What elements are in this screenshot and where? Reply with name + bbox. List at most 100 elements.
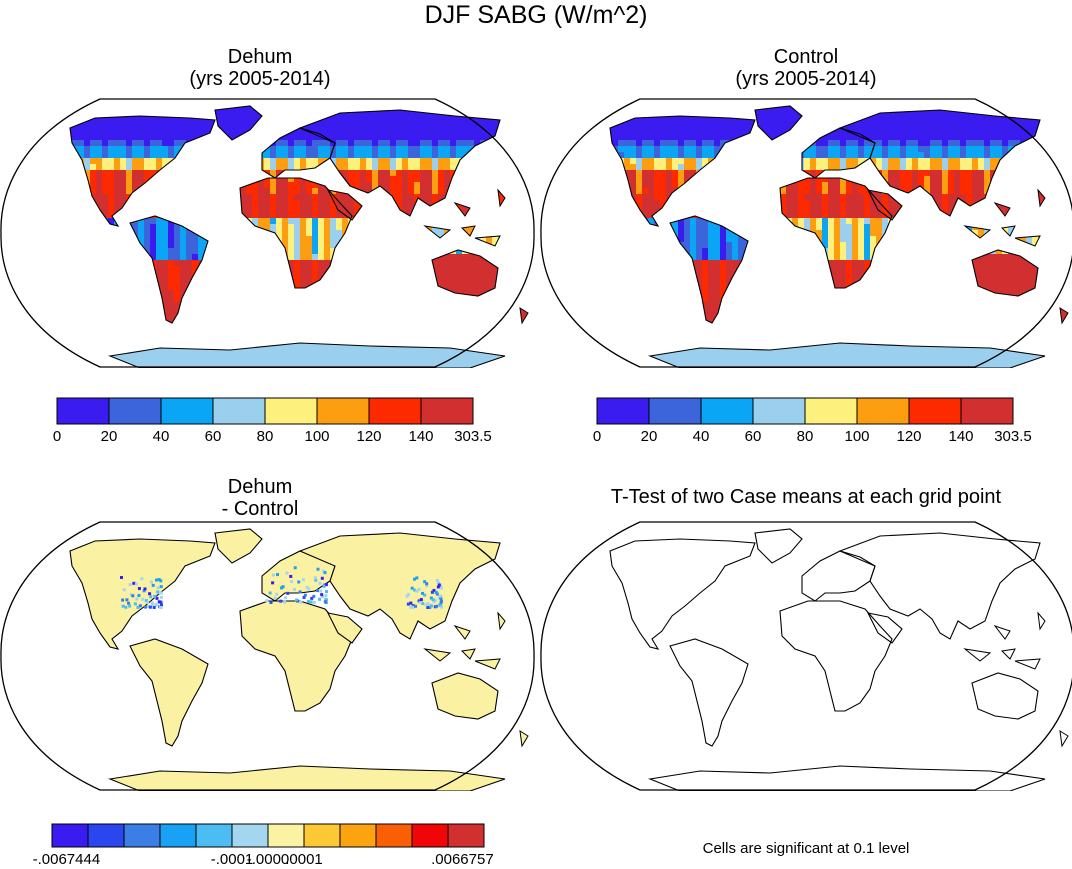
colorbar-swatch [375, 823, 413, 848]
colorbar-swatch [267, 823, 305, 848]
ttest-footnote: Cells are significant at 0.1 level [702, 840, 910, 857]
coastline-australia [971, 249, 1039, 297]
colorbar-tick-label: 120 [356, 428, 381, 445]
coastline-europe [261, 127, 336, 179]
control-map [540, 98, 1072, 368]
coastline-north-america [609, 538, 756, 650]
colorbar-tick-label: 80 [797, 428, 814, 445]
coastline-europe [801, 550, 876, 602]
colorbar-swatch [856, 397, 910, 425]
colorbar-tick-label: 20 [641, 428, 658, 445]
coastline-north-america [69, 115, 216, 227]
coastline-africa [239, 600, 353, 712]
coastline-asia [838, 532, 1041, 640]
colorbar-tick-label: .0066757 [431, 851, 494, 868]
ttest-map [540, 521, 1072, 791]
coastline-antarctica [107, 765, 506, 791]
island-outline [1059, 307, 1069, 325]
colorbar-tick-label: -.0001 [211, 851, 254, 868]
coastline-antarctica [107, 342, 506, 368]
island-outline [460, 648, 476, 660]
colorbar-tick-label: 303.5 [994, 428, 1032, 445]
colorbar-swatch [159, 823, 197, 848]
colorbar-swatch [231, 823, 269, 848]
coastlines [609, 528, 1069, 791]
colorbar-tick-label: 140 [408, 428, 433, 445]
coastline-africa [779, 177, 893, 289]
island-outline [423, 648, 452, 662]
difference-colorbar: -.0067444 -.0001-.0000.0001 .0066757 [33, 823, 494, 868]
colorbar-tick-label: -.0067444 [33, 851, 101, 868]
island-outline [1000, 648, 1016, 660]
coastline-antarctica [647, 765, 1046, 791]
difference-title-line2: - Control [221, 498, 299, 520]
colorbar-tick-label: 0 [593, 428, 601, 445]
colorbar-tick-label: 40 [693, 428, 710, 445]
dehum-map [0, 98, 535, 368]
colorbar-swatch [316, 397, 370, 425]
colorbar-swatch [339, 823, 377, 848]
island-outline [497, 611, 506, 631]
colorbar-tick-label: 60 [205, 428, 222, 445]
colorbar-tick-label: 120 [896, 428, 921, 445]
dehum-colorbar: 0 20 40 60 80 100 120 140 303.5 [53, 397, 492, 445]
island-outline [1037, 188, 1046, 208]
colorbar-swatch [596, 397, 650, 425]
dehum-title-line1: Dehum [227, 46, 293, 68]
coastlines [69, 528, 529, 791]
coastline-australia [971, 672, 1039, 720]
sabg-field [70, 106, 528, 368]
colorbar-swatch [195, 823, 233, 848]
island-outline [993, 625, 1011, 640]
coastline-north-america [609, 115, 756, 227]
panel-title-control: Control (yrs 2005-2014) [676, 46, 936, 90]
difference-hotspots [120, 566, 443, 609]
island-outline [519, 307, 529, 325]
coastline-antarctica [647, 342, 1046, 368]
coastline-asia [298, 532, 501, 640]
island-outline [963, 225, 992, 239]
colorbar-tick-label: 100 [304, 428, 329, 445]
figure-title: DJF SABG (W/m^2) [424, 1, 648, 29]
coastlines [69, 105, 529, 368]
coastline-africa [239, 177, 353, 289]
dehum-title-line2: (yrs 2005-2014) [189, 68, 331, 90]
coastlines [609, 105, 1069, 368]
panel-title-dehum: Dehum (yrs 2005-2014) [130, 46, 390, 90]
colorbar-swatch [700, 397, 754, 425]
control-title-line1: Control [773, 46, 839, 68]
island-outline [1059, 730, 1069, 748]
coastline-greenland [214, 105, 263, 141]
colorbar-swatch [56, 397, 110, 425]
control-colorbar: 0 20 40 60 80 100 120 140 303.5 [593, 397, 1032, 445]
colorbar-swatch [87, 823, 125, 848]
coastline-arabia [867, 612, 903, 644]
island-outline [963, 648, 992, 662]
island-outline [453, 202, 471, 217]
colorbar-swatch [420, 397, 474, 425]
panel-title-difference: Dehum - Control [130, 476, 390, 520]
colorbar-swatch [212, 397, 266, 425]
colorbar-swatch [411, 823, 449, 848]
panel-title-ttest: T-Test of two Case means at each grid po… [610, 486, 1002, 508]
difference-title-line1: Dehum [227, 476, 293, 498]
colorbar-swatch [108, 397, 162, 425]
colorbar-tick-label: 140 [948, 428, 973, 445]
control-title-line2: (yrs 2005-2014) [735, 68, 877, 90]
colorbar-swatch [960, 397, 1014, 425]
island-outline [1014, 235, 1041, 247]
colorbar-tick-label: 40 [153, 428, 170, 445]
coastline-africa [779, 600, 893, 712]
colorbar-swatch [51, 823, 89, 848]
colorbar-swatch [447, 823, 485, 848]
coastline-asia [838, 109, 1041, 217]
colorbar-tick-label: 100 [844, 428, 869, 445]
coastline-greenland [214, 528, 263, 564]
coastline-europe [801, 127, 876, 179]
island-outline [423, 225, 452, 239]
colorbar-tick-label: .0001 [285, 851, 323, 868]
colorbar-swatch [368, 397, 422, 425]
island-outline [1014, 658, 1041, 670]
island-outline [993, 202, 1011, 217]
colorbar-swatch [648, 397, 702, 425]
